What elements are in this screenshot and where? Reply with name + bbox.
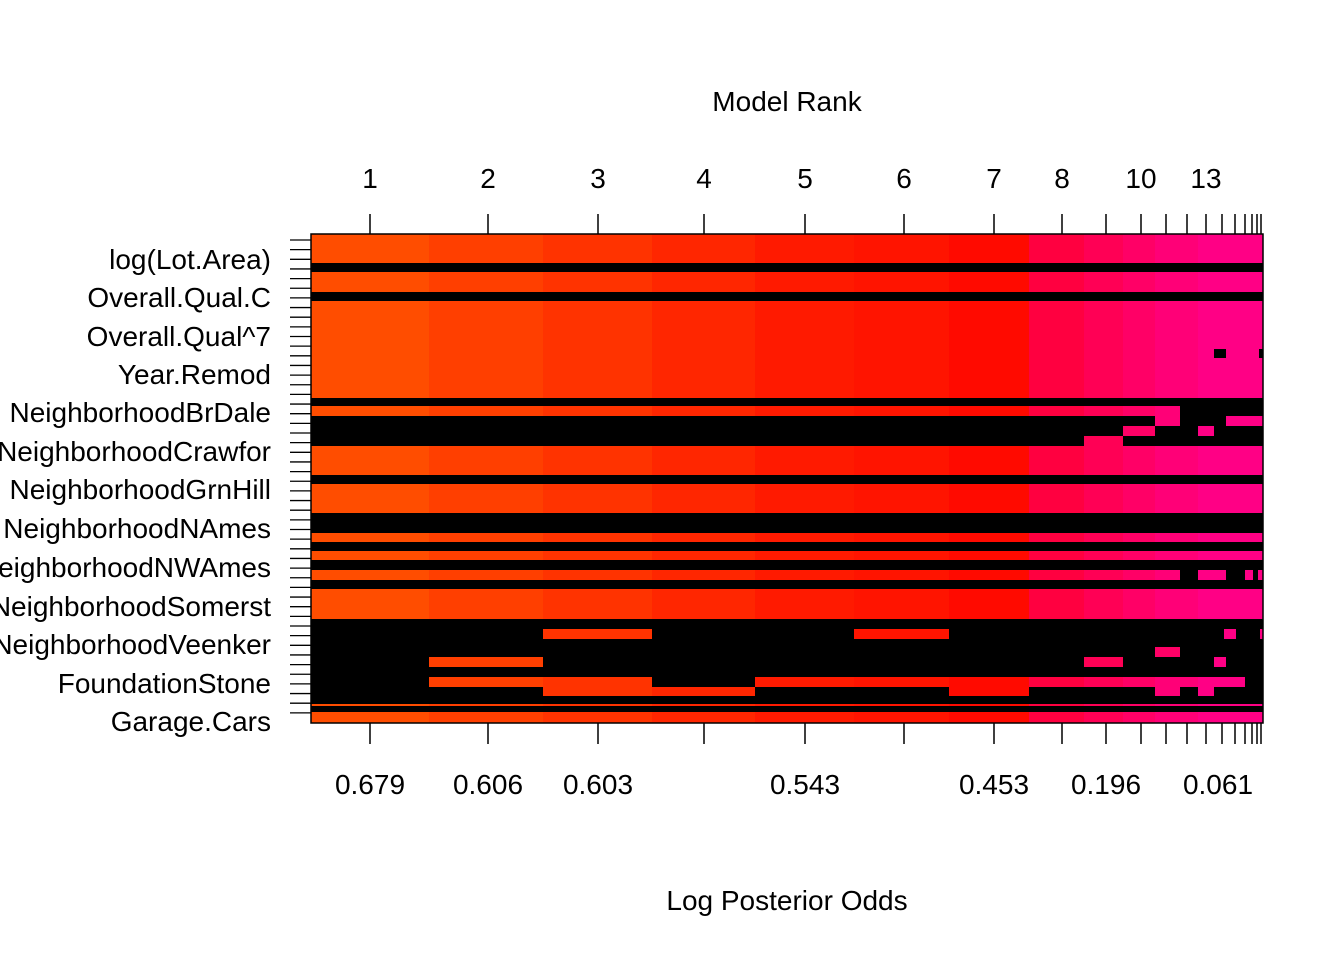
excluded-cell (1084, 436, 1263, 446)
excluded-cell (1180, 667, 1198, 677)
top-axis-title: Model Rank (712, 86, 862, 117)
excluded-cell (311, 513, 1263, 533)
top-axis: 1 2 3 4 5 6 7 8 10 13 (362, 163, 1262, 234)
included-cell (1226, 416, 1263, 426)
excluded-cell (311, 619, 1263, 629)
included-cell (1214, 657, 1226, 667)
excluded-cell (1180, 406, 1263, 416)
odds-tick-label: 0.453 (959, 769, 1029, 800)
variable-label: Garage.Cars (111, 706, 271, 737)
variable-label: NeighborhoodGrnHill (10, 474, 271, 505)
left-axis: log(Lot.Area) Overall.Qual.C Overall.Qual^… (0, 239, 311, 737)
excluded-cell (652, 677, 755, 687)
excluded-cell (543, 657, 1263, 667)
variable-label: NeighborhoodCrawfor (0, 436, 271, 467)
rank-tick-label: 2 (480, 163, 496, 194)
bottom-axis-title: Log Posterior Odds (666, 885, 907, 916)
excluded-cell (311, 696, 1263, 704)
rank-tick-label: 5 (797, 163, 813, 194)
excluded-cell (311, 475, 1263, 484)
odds-tick-label: 0.196 (1071, 769, 1141, 800)
excluded-cell (1259, 349, 1263, 358)
odds-tick-label: 0.543 (770, 769, 840, 800)
excluded-cell (1226, 570, 1245, 580)
excluded-cell (1214, 687, 1263, 696)
excluded-cell (311, 542, 1263, 551)
odds-tick-label: 0.606 (453, 769, 523, 800)
excluded-cell (1029, 687, 1155, 696)
bottom-axis: 0.679 0.606 0.603 0.543 0.453 0.196 0.061 (335, 723, 1262, 800)
excluded-cell (311, 560, 1263, 570)
plot-frame (310, 233, 1264, 724)
variable-label: FoundationStone (58, 668, 271, 699)
odds-tick-label: 0.061 (1183, 769, 1253, 800)
rank-tick-label: 1 (362, 163, 378, 194)
excluded-cell (311, 263, 1263, 272)
excluded-cell (652, 629, 854, 639)
variable-label: Overall.Qual^7 (87, 321, 271, 352)
excluded-cell (1253, 570, 1258, 580)
variable-label: NeighborhoodNAmes (3, 513, 271, 544)
variable-label: NeighborhoodSomerst (0, 591, 271, 622)
included-cell (1084, 657, 1123, 667)
excluded-cell (755, 687, 949, 696)
variable-label: log(Lot.Area) (109, 244, 271, 275)
excluded-cell (1123, 657, 1155, 667)
rank-tick-label: 3 (590, 163, 606, 194)
excluded-cell (1236, 629, 1260, 639)
variable-label: NeighborhoodBrDale (9, 397, 271, 428)
excluded-cell (311, 292, 1263, 301)
odds-tick-label: 0.603 (563, 769, 633, 800)
included-cell (1155, 647, 1180, 657)
rank-tick-label: 4 (696, 163, 712, 194)
included-cell (1084, 436, 1123, 446)
excluded-cell (311, 657, 429, 667)
variable-label: NeighborhoodNWAmes (0, 552, 271, 583)
excluded-cell (949, 629, 1224, 639)
rank-tick-label: 10 (1125, 163, 1156, 194)
included-cell (1236, 677, 1245, 687)
excluded-cell (311, 580, 1263, 589)
excluded-cell (311, 639, 1263, 657)
excluded-cell (1245, 677, 1263, 687)
excluded-cell (429, 687, 543, 696)
rank-tick-label: 7 (986, 163, 1002, 194)
excluded-cell (311, 706, 1263, 712)
excluded-cell (311, 667, 1263, 677)
variable-label: Year.Remod (118, 359, 271, 390)
rank-tick-label: 13 (1190, 163, 1221, 194)
excluded-cell (311, 629, 543, 639)
included-cell (1123, 426, 1155, 436)
excluded-cell (1180, 570, 1198, 580)
included-cell (1198, 426, 1214, 436)
included-cell (1155, 416, 1180, 426)
excluded-cell (311, 398, 1263, 406)
excluded-cell (311, 677, 429, 696)
excluded-cell (1180, 687, 1198, 696)
included-cell (1224, 629, 1236, 639)
excluded-cell (1214, 349, 1226, 358)
plot-area (310, 233, 1264, 724)
variable-label: Overall.Qual.C (87, 282, 271, 313)
variable-label: NeighborhoodVeenker (0, 629, 271, 660)
rank-tick-label: 6 (896, 163, 912, 194)
excluded-cell (1029, 647, 1084, 657)
rank-tick-label: 8 (1054, 163, 1070, 194)
odds-tick-label: 0.679 (335, 769, 405, 800)
